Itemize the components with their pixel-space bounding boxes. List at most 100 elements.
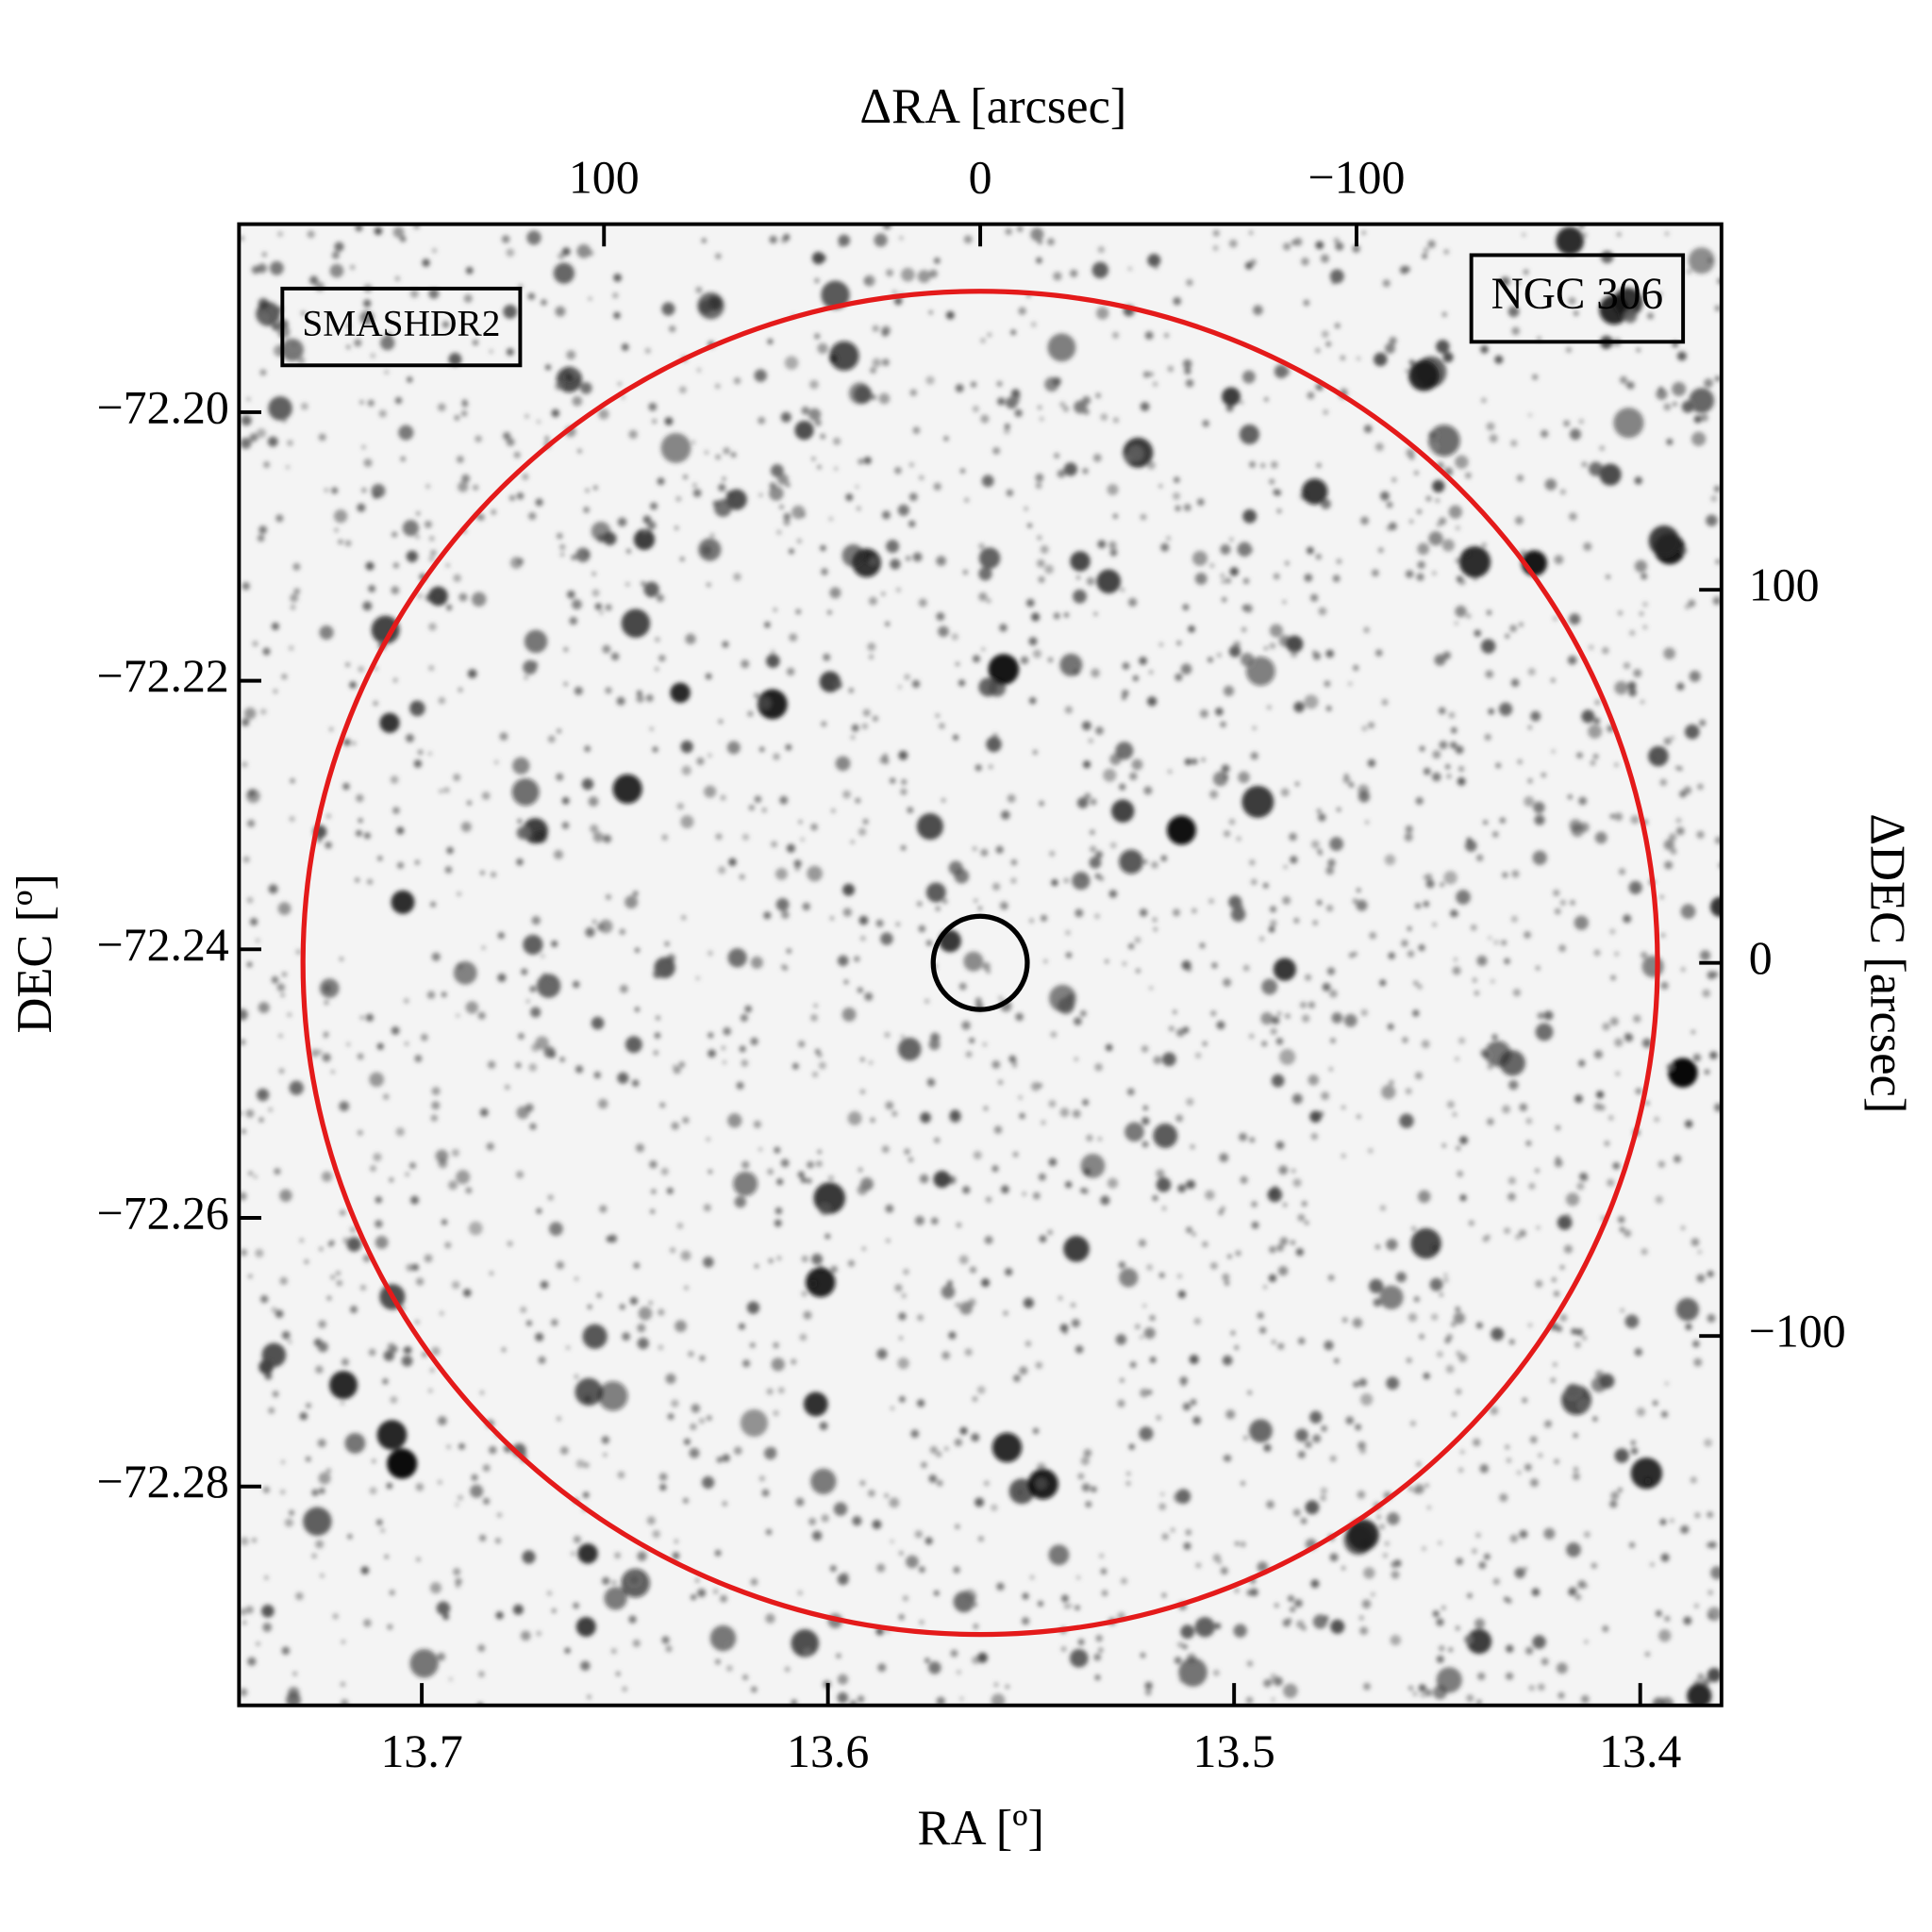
star bbox=[1507, 1598, 1512, 1604]
star bbox=[974, 898, 978, 903]
star bbox=[766, 1388, 774, 1395]
star bbox=[709, 533, 715, 539]
star bbox=[908, 492, 918, 502]
star bbox=[651, 1189, 657, 1194]
star bbox=[1675, 817, 1682, 824]
star bbox=[1411, 1225, 1417, 1232]
star bbox=[406, 734, 414, 742]
star bbox=[1693, 415, 1702, 424]
star bbox=[1235, 1541, 1240, 1546]
star bbox=[435, 1149, 449, 1163]
star bbox=[705, 673, 712, 680]
star bbox=[368, 585, 376, 592]
star bbox=[929, 1034, 938, 1041]
star bbox=[271, 1307, 277, 1313]
star bbox=[587, 249, 594, 257]
star bbox=[287, 1340, 292, 1344]
star bbox=[430, 549, 437, 557]
star bbox=[1224, 1280, 1230, 1286]
star bbox=[465, 1187, 473, 1194]
star bbox=[1271, 1074, 1285, 1088]
star bbox=[1190, 1144, 1195, 1150]
star bbox=[574, 1276, 579, 1282]
star bbox=[1290, 1606, 1296, 1613]
star bbox=[1391, 1570, 1400, 1579]
star bbox=[810, 1468, 837, 1494]
star bbox=[1495, 762, 1502, 769]
corner-label: NGC 306 bbox=[1469, 253, 1686, 344]
star bbox=[1663, 403, 1672, 411]
star bbox=[1325, 905, 1334, 912]
star bbox=[1247, 1390, 1253, 1395]
star bbox=[1509, 1534, 1519, 1543]
star bbox=[1058, 997, 1074, 1015]
star bbox=[1310, 1133, 1318, 1141]
star bbox=[1304, 1221, 1309, 1225]
star bbox=[267, 436, 278, 447]
star bbox=[1524, 1566, 1528, 1572]
star bbox=[305, 1456, 311, 1462]
star bbox=[827, 1174, 835, 1182]
star bbox=[1576, 752, 1583, 758]
star bbox=[1065, 952, 1073, 958]
star bbox=[1240, 400, 1244, 405]
star bbox=[1619, 1226, 1625, 1233]
star bbox=[765, 1613, 775, 1624]
star bbox=[933, 257, 941, 264]
star bbox=[1544, 478, 1557, 491]
star bbox=[1569, 613, 1581, 625]
star bbox=[692, 482, 697, 488]
star bbox=[1550, 1377, 1556, 1383]
star bbox=[497, 932, 505, 940]
star bbox=[939, 723, 945, 729]
star bbox=[1212, 771, 1228, 787]
star bbox=[1407, 950, 1415, 958]
star bbox=[414, 859, 420, 865]
star bbox=[658, 1308, 665, 1316]
star bbox=[431, 1087, 441, 1096]
star bbox=[785, 743, 792, 751]
star bbox=[593, 485, 598, 491]
star bbox=[570, 371, 576, 377]
star bbox=[991, 1165, 999, 1173]
star bbox=[977, 1652, 988, 1663]
star bbox=[796, 539, 802, 544]
star bbox=[477, 1011, 486, 1020]
star bbox=[1063, 877, 1069, 883]
star bbox=[1153, 1123, 1178, 1148]
star bbox=[919, 1566, 925, 1574]
star bbox=[1218, 1209, 1224, 1216]
star bbox=[1012, 1151, 1019, 1158]
star bbox=[750, 1578, 758, 1586]
star bbox=[258, 1002, 270, 1014]
star bbox=[1097, 1137, 1102, 1141]
star bbox=[1273, 573, 1280, 580]
star bbox=[1175, 1114, 1184, 1123]
star bbox=[868, 1490, 875, 1497]
star bbox=[590, 824, 599, 834]
star bbox=[652, 419, 658, 425]
star bbox=[807, 1160, 814, 1169]
star bbox=[1589, 461, 1604, 476]
star bbox=[1177, 1290, 1187, 1299]
star bbox=[1614, 762, 1619, 768]
star bbox=[1006, 489, 1014, 497]
star bbox=[1251, 1221, 1259, 1229]
star bbox=[1577, 1580, 1587, 1589]
star bbox=[814, 277, 820, 284]
star bbox=[933, 482, 941, 491]
star bbox=[1543, 1010, 1554, 1021]
star bbox=[827, 609, 832, 615]
star bbox=[996, 1582, 1005, 1591]
star bbox=[1167, 365, 1174, 373]
star bbox=[1070, 1302, 1076, 1308]
star bbox=[1248, 230, 1254, 235]
star bbox=[1179, 1376, 1189, 1385]
star bbox=[986, 969, 991, 974]
star bbox=[247, 819, 256, 827]
star bbox=[1142, 371, 1150, 378]
star bbox=[315, 1365, 324, 1374]
star bbox=[494, 1538, 502, 1544]
star bbox=[613, 311, 621, 320]
star bbox=[794, 866, 800, 872]
